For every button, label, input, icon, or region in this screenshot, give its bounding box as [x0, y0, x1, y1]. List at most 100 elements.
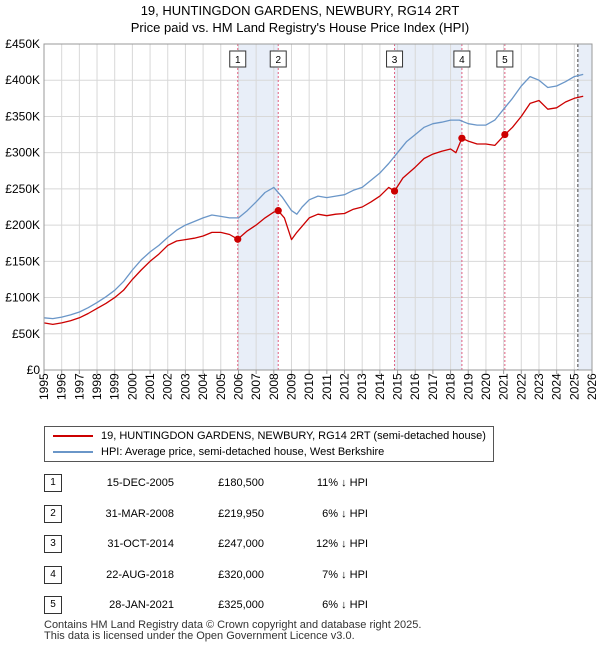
sale-point — [390, 187, 399, 195]
table-row: 5 28-JAN-2021 £325,000 6% ↓ HPI — [44, 596, 444, 614]
x-tick-label: 2012 — [338, 373, 352, 400]
x-tick-label: 2013 — [355, 373, 369, 400]
table-row: 3 31-OCT-2014 £247,000 12% ↓ HPI — [44, 535, 444, 553]
footer: Contains HM Land Registry data © Crown c… — [44, 620, 421, 642]
sale-price: £247,000 — [218, 538, 264, 550]
x-tick-label: 2001 — [143, 373, 157, 400]
legend-swatch-price — [53, 435, 93, 437]
legend-label-price: 19, HUNTINGDON GARDENS, NEWBURY, RG14 2R… — [101, 430, 486, 442]
chart-title: 19, HUNTINGDON GARDENS, NEWBURY, RG14 2R… — [0, 2, 600, 36]
sale-point — [458, 134, 466, 142]
legend: 19, HUNTINGDON GARDENS, NEWBURY, RG14 2R… — [44, 426, 494, 462]
x-tick-label: 2022 — [514, 373, 528, 400]
sale-price: £219,950 — [218, 508, 264, 520]
chart-title-line2: Price paid vs. HM Land Registry's House … — [130, 20, 470, 35]
sale-label-box — [269, 50, 287, 68]
sale-number-badge: 5 — [44, 596, 62, 614]
x-tick-label: 2023 — [532, 373, 546, 400]
sale-number-badge: 3 — [44, 535, 62, 553]
x-tick-label: 2006 — [231, 373, 245, 400]
x-tick-label: 1996 — [55, 373, 69, 400]
legend-swatch-hpi — [53, 451, 93, 453]
sale-label-box — [496, 50, 514, 68]
x-tick-label: 2003 — [178, 373, 192, 400]
sale-price: £325,000 — [218, 599, 264, 611]
y-tick-label: £100K — [5, 291, 40, 305]
sale-hpi-diff: 11% ↓ HPI — [316, 477, 368, 489]
x-tick-label: 2005 — [214, 373, 228, 400]
footer-license: This data is licensed under the Open Gov… — [44, 630, 355, 642]
x-tick-label: 2007 — [249, 373, 263, 400]
x-tick-label: 2018 — [444, 373, 458, 400]
x-tick-label: 2017 — [426, 373, 440, 400]
table-row: 1 15-DEC-2005 £180,500 11% ↓ HPI — [44, 474, 444, 492]
x-tick-label: 2008 — [267, 373, 281, 400]
sale-label-text: 3 — [392, 55, 398, 66]
x-tick-label: 1998 — [90, 373, 104, 400]
sale-label-text: 5 — [502, 55, 508, 66]
sale-label-box — [453, 50, 471, 68]
table-row: 4 22-AUG-2018 £320,000 7% ↓ HPI — [44, 566, 444, 584]
x-tick-label: 2014 — [373, 373, 387, 400]
sale-date: 31-MAR-2008 — [105, 508, 174, 520]
sale-date: 28-JAN-2021 — [109, 599, 174, 611]
x-tick-label: 2025 — [567, 373, 581, 400]
sale-label-box — [386, 50, 404, 68]
sale-label-text: 2 — [275, 55, 281, 66]
sale-label-text: 1 — [235, 55, 241, 66]
series-lines — [43, 73, 584, 326]
series-line-hpi — [43, 73, 584, 320]
sale-hpi-diff: 6% ↓ HPI — [322, 508, 368, 520]
sale-date: 31-OCT-2014 — [107, 538, 174, 550]
sale-point — [234, 235, 242, 243]
sale-points — [234, 130, 509, 243]
sale-date: 15-DEC-2005 — [106, 477, 174, 489]
sale-price: £320,000 — [218, 569, 264, 581]
shaded-span — [237, 44, 279, 370]
chart-title-line1: 19, HUNTINGDON GARDENS, NEWBURY, RG14 2R… — [140, 3, 460, 18]
x-tick-label: 2021 — [497, 373, 511, 400]
legend-label-hpi: HPI: Average price, semi-detached house,… — [101, 446, 385, 458]
sale-marker-lines — [237, 44, 579, 370]
axes: £0 £50K £100K £150K £200K £250K £300K £350K £400… — [5, 37, 599, 400]
sale-hpi-diff: 6% ↓ HPI — [322, 599, 368, 611]
table-row: 2 31-MAR-2008 £219,950 6% ↓ HPI — [44, 505, 444, 523]
x-tick-label: 2009 — [284, 373, 298, 400]
plot-frame — [43, 43, 593, 371]
sale-point — [274, 207, 282, 215]
y-tick-label: £0 — [27, 363, 41, 377]
price-chart: 1 2 3 4 5 £0 £50K £100K £150K £200K £250K £300K £35… — [5, 37, 599, 400]
x-tick-label: 2026 — [585, 373, 599, 400]
x-tick-label: 2010 — [302, 373, 316, 400]
y-tick-label: £50K — [12, 327, 40, 341]
x-tick-label: 2024 — [550, 373, 564, 400]
sale-number-badge: 1 — [44, 474, 62, 492]
shaded-span — [577, 44, 592, 370]
y-tick-label: £250K — [5, 182, 40, 196]
sale-hpi-diff: 7% ↓ HPI — [322, 569, 368, 581]
x-tick-label: 2015 — [391, 373, 405, 400]
x-tick-label: 2016 — [408, 373, 422, 400]
x-tick-label: 2002 — [161, 373, 175, 400]
x-tick-label: 2004 — [196, 373, 210, 400]
sale-date: 22-AUG-2018 — [106, 569, 174, 581]
y-tick-label: £150K — [5, 254, 40, 268]
sale-number-badge: 2 — [44, 505, 62, 523]
x-tick-label: 2011 — [320, 374, 334, 400]
y-tick-label: £350K — [5, 109, 40, 123]
x-tick-label: 2000 — [125, 373, 139, 400]
sale-hpi-diff: 12% ↓ HPI — [316, 538, 368, 550]
y-tick-label: £400K — [5, 73, 40, 87]
y-tick-label: £300K — [5, 146, 40, 160]
footer-copyright: Contains HM Land Registry data © Crown c… — [44, 619, 422, 631]
sale-label-text: 4 — [459, 55, 465, 66]
x-tick-label: 2019 — [461, 373, 475, 400]
grid-lines — [43, 43, 593, 371]
x-tick-label: 1995 — [37, 373, 51, 400]
sale-point — [501, 130, 509, 139]
shaded-span — [394, 44, 462, 370]
x-tick-label: 1999 — [108, 373, 122, 400]
sale-price: £180,500 — [218, 477, 264, 489]
y-tick-label: £450K — [5, 37, 40, 51]
sale-number-labels: 1 2 3 4 5 — [229, 50, 514, 68]
